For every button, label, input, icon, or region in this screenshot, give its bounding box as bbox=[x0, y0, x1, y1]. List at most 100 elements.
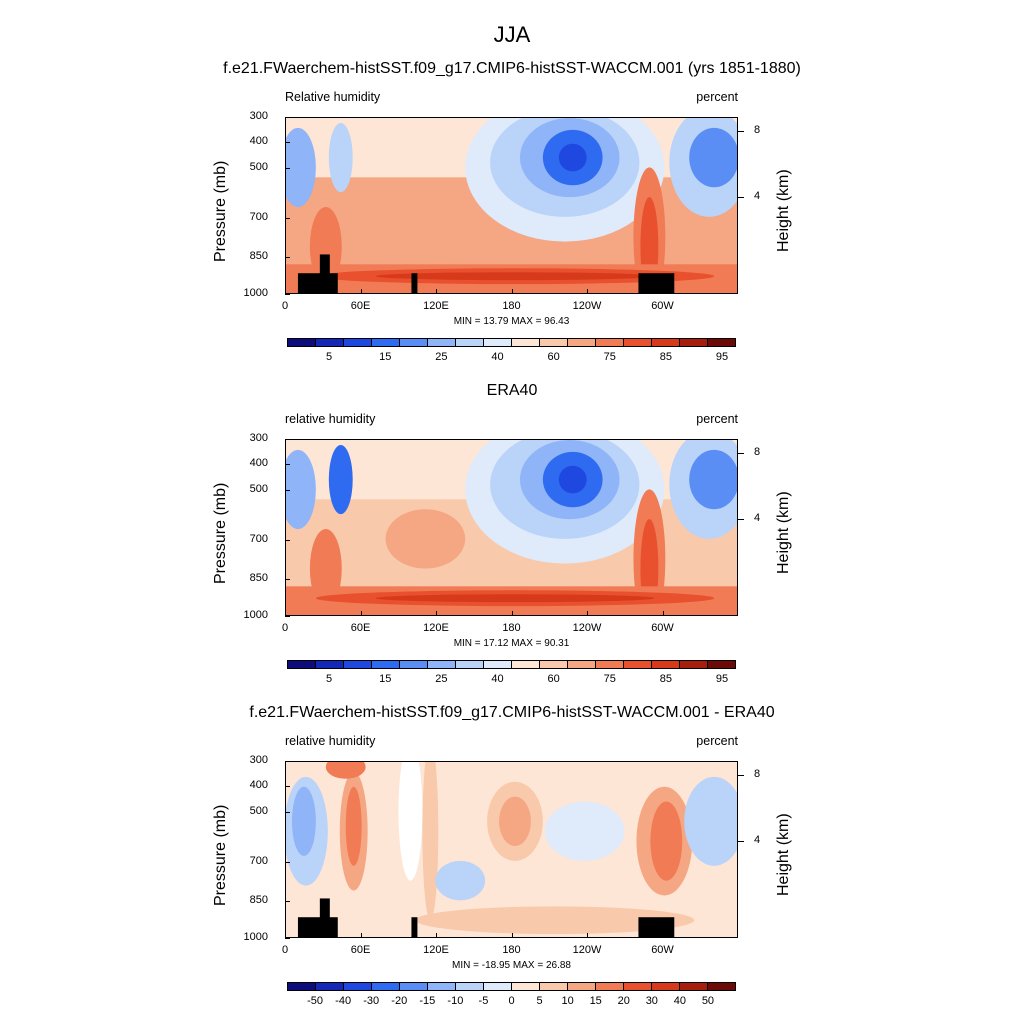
contour-blob bbox=[689, 127, 737, 188]
colorbar-swatch bbox=[568, 661, 596, 668]
pressure-tick-mark bbox=[285, 463, 290, 465]
colorbar bbox=[287, 982, 736, 991]
longitude-tick-mark bbox=[587, 933, 588, 938]
longitude-tick-mark bbox=[360, 289, 362, 294]
colorbar-label: 85 bbox=[659, 673, 672, 685]
topography-mask bbox=[319, 898, 330, 919]
colorbar-swatch bbox=[652, 661, 680, 668]
colorbar-swatch bbox=[624, 661, 652, 668]
height-axis-label: Height (km) bbox=[775, 813, 792, 896]
pressure-tick-mark bbox=[285, 217, 290, 219]
colorbar-label: 5 bbox=[326, 673, 333, 685]
pressure-tick-label: 500 bbox=[249, 161, 268, 174]
colorbar-label: 75 bbox=[603, 673, 616, 685]
contour-plot bbox=[285, 117, 738, 294]
longitude-tick-label: 120E bbox=[423, 300, 449, 312]
pressure-tick-label: 400 bbox=[249, 778, 268, 791]
pressure-tick-mark bbox=[285, 578, 290, 580]
colorbar-swatch bbox=[596, 661, 624, 668]
colorbar-swatch bbox=[568, 983, 596, 990]
pressure-tick-label: 700 bbox=[249, 532, 268, 545]
longitude-tick-label: 120W bbox=[572, 622, 602, 634]
colorbar-label: 15 bbox=[589, 995, 602, 1007]
longitude-tick-label: 60W bbox=[651, 622, 674, 634]
height-tick-label: 8 bbox=[754, 124, 761, 137]
colorbar-label: -30 bbox=[363, 995, 380, 1007]
colorbar-swatch bbox=[288, 661, 316, 668]
contour-blob bbox=[689, 449, 737, 510]
colorbar-swatch bbox=[372, 983, 400, 990]
height-tick-label: 4 bbox=[754, 511, 761, 524]
pressure-axis-label: Pressure (mb) bbox=[212, 160, 229, 262]
colorbar-swatch bbox=[400, 661, 428, 668]
pressure-tick-label: 850 bbox=[249, 249, 268, 262]
colorbar-swatch bbox=[568, 339, 596, 346]
contour-blob bbox=[375, 272, 655, 281]
colorbar-swatch bbox=[680, 983, 708, 990]
contour-blob bbox=[684, 776, 737, 866]
pressure-tick-label: 1000 bbox=[243, 609, 268, 621]
longitude-tick-mark bbox=[285, 611, 286, 616]
colorbar-swatch bbox=[428, 983, 456, 990]
pressure-tick-label: 700 bbox=[249, 854, 268, 867]
colorbar-swatch bbox=[624, 983, 652, 990]
contour-blob bbox=[499, 796, 531, 847]
height-tick-mark bbox=[738, 131, 744, 133]
colorbar-label: 40 bbox=[491, 673, 504, 685]
colorbar-swatch bbox=[456, 339, 484, 346]
height-tick-mark bbox=[738, 453, 744, 455]
min-max-label: MIN = 13.79 MAX = 96.43 bbox=[453, 316, 570, 327]
min-max-label: MIN = -18.95 MAX = 26.88 bbox=[452, 960, 571, 971]
panel-title: f.e21.FWaerchem-histSST.f09_g17.CMIP6-hi… bbox=[249, 704, 775, 721]
colorbar-swatch bbox=[372, 661, 400, 668]
topography-mask bbox=[411, 273, 418, 293]
longitude-tick-mark bbox=[587, 611, 588, 616]
pressure-tick-mark bbox=[285, 256, 290, 258]
colorbar-swatch bbox=[512, 661, 540, 668]
colorbar-swatch bbox=[624, 339, 652, 346]
contour-blob bbox=[544, 801, 625, 861]
contour-field bbox=[286, 762, 737, 937]
pressure-tick-label: 850 bbox=[249, 571, 268, 584]
longitude-tick-label: 120E bbox=[423, 622, 449, 634]
contour-field bbox=[286, 118, 737, 293]
longitude-tick-mark bbox=[511, 289, 513, 294]
contour-blob bbox=[328, 444, 353, 515]
min-max-label: MIN = 17.12 MAX = 90.31 bbox=[453, 638, 570, 649]
contour-plot bbox=[285, 761, 738, 938]
colorbar-swatch bbox=[540, 661, 568, 668]
topography-mask bbox=[638, 917, 675, 937]
colorbar-label: -5 bbox=[478, 995, 489, 1007]
longitude-tick-label: 120W bbox=[572, 300, 602, 312]
colorbar-swatch bbox=[456, 983, 484, 990]
pressure-tick-mark bbox=[285, 761, 290, 762]
units-label: percent bbox=[696, 90, 738, 104]
longitude-tick-label: 60E bbox=[350, 300, 371, 312]
topography-mask bbox=[411, 917, 418, 937]
height-tick-mark bbox=[738, 518, 744, 520]
height-tick-mark bbox=[738, 840, 744, 842]
contour-blob bbox=[558, 143, 587, 172]
contour-blob bbox=[422, 762, 439, 921]
pressure-tick-label: 300 bbox=[249, 754, 268, 766]
longitude-tick-label: 0 bbox=[281, 944, 289, 956]
pressure-tick-mark bbox=[285, 141, 290, 143]
longitude-tick-label: 60E bbox=[350, 622, 371, 634]
colorbar-label: 5 bbox=[536, 995, 543, 1007]
colorbar-swatch bbox=[512, 339, 540, 346]
topography-mask bbox=[297, 917, 338, 937]
longitude-tick-mark bbox=[360, 611, 362, 616]
colorbar-swatch bbox=[316, 661, 344, 668]
longitude-tick-label: 180 bbox=[502, 300, 521, 312]
pressure-tick-label: 1000 bbox=[243, 931, 268, 943]
longitude-tick-mark bbox=[285, 933, 286, 938]
colorbar-swatch bbox=[680, 339, 708, 346]
colorbar-label: 75 bbox=[603, 351, 616, 363]
pressure-tick-mark bbox=[285, 616, 290, 617]
pressure-tick-label: 500 bbox=[249, 483, 268, 496]
colorbar-label: 25 bbox=[435, 673, 448, 685]
main-title: JJA bbox=[493, 22, 531, 47]
colorbar-label: 85 bbox=[659, 351, 672, 363]
pressure-tick-label: 850 bbox=[249, 893, 268, 906]
pressure-tick-mark bbox=[285, 938, 290, 939]
